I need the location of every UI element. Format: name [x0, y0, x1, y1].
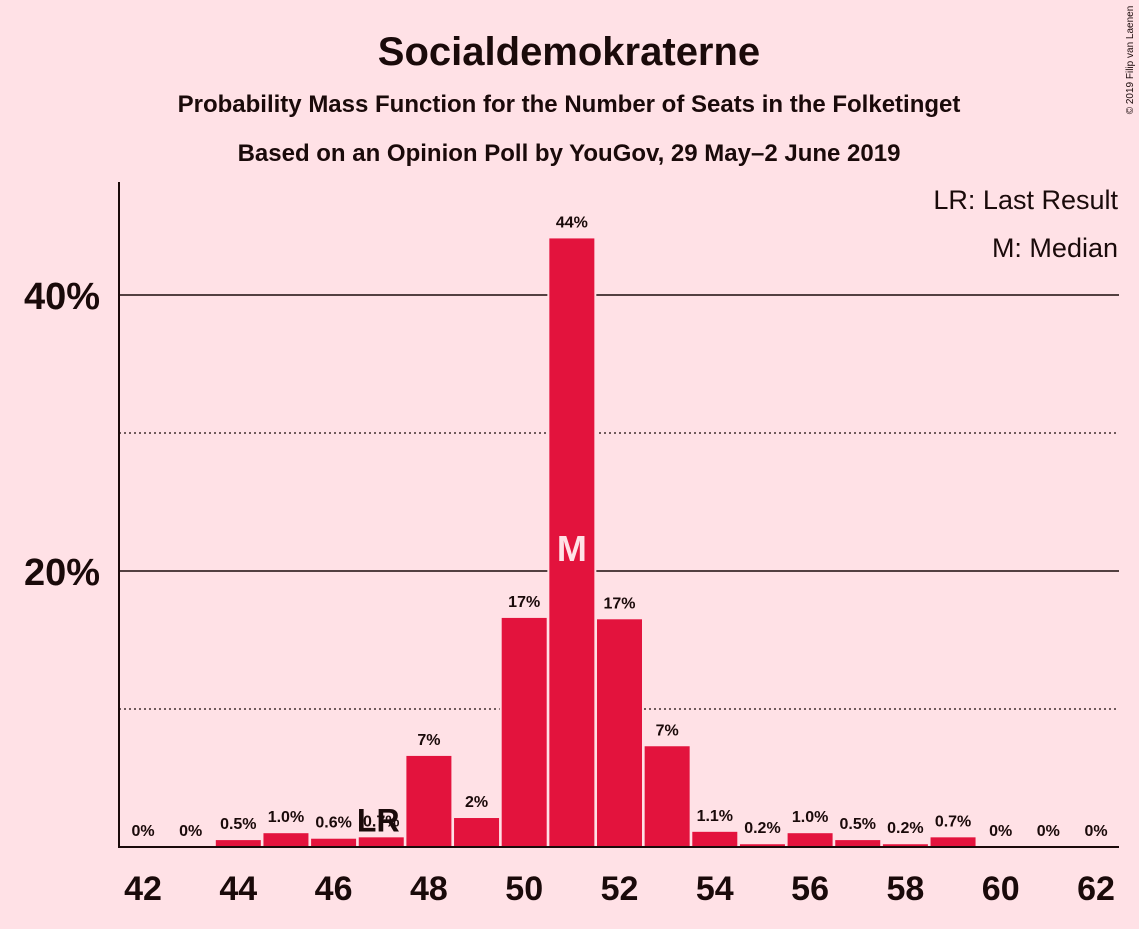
bar [549, 238, 595, 848]
bar [311, 838, 357, 847]
data-label: 7% [417, 732, 440, 749]
data-label: 0.6% [315, 815, 351, 832]
x-tick-label: 62 [1077, 870, 1115, 908]
data-label: 1.1% [697, 808, 733, 825]
bar [692, 831, 738, 847]
bar [644, 746, 690, 847]
bar [358, 837, 404, 847]
bar [882, 844, 928, 847]
x-tick-label: 44 [219, 870, 257, 908]
x-tick-label: 50 [505, 870, 543, 908]
x-tick-label: 46 [315, 870, 353, 908]
data-label: 7% [656, 722, 679, 739]
axes: 20% 40% 42 44 46 48 50 52 54 56 58 60 62 [24, 182, 1119, 908]
x-tick-label: 48 [410, 870, 448, 908]
data-label: 0% [1037, 823, 1060, 840]
x-tick-label: 56 [791, 870, 829, 908]
bar [597, 619, 642, 847]
data-label: 0% [989, 823, 1012, 840]
data-label: 0.5% [220, 816, 256, 833]
bar [787, 833, 833, 847]
median-marker: M [557, 528, 587, 569]
data-label: 0% [179, 823, 202, 840]
data-label: 0.7% [363, 813, 399, 830]
bar [406, 755, 452, 847]
chart-subtitle-2: Based on an Opinion Poll by YouGov, 29 M… [238, 140, 901, 167]
last-result-marker: LR [357, 802, 400, 838]
data-label: 0.7% [935, 813, 971, 830]
data-label: 17% [508, 594, 540, 611]
x-tick-label: 60 [982, 870, 1020, 908]
bars [213, 236, 978, 848]
x-tick-label: 52 [601, 870, 639, 908]
bar [454, 818, 500, 847]
data-label: 17% [603, 595, 635, 612]
chart-title: Socialdemokraterne [378, 30, 760, 74]
copyright-text: © 2019 Filip van Laenen [1125, 6, 1136, 115]
data-label: 44% [556, 214, 588, 231]
data-label: 1.0% [268, 809, 304, 826]
data-label: 0.2% [744, 820, 780, 837]
data-labels: 0% 0% 0.5% 1.0% 0.6% 0.7% 7% 2% 17% 44% 17% 7% 1.1% 0… [131, 214, 1107, 840]
bar [501, 617, 547, 847]
x-tick-label: 42 [124, 870, 162, 908]
legend-median: M: Median [992, 233, 1118, 263]
x-tick-label: 54 [696, 870, 734, 908]
bar [215, 840, 261, 847]
bar [835, 840, 881, 847]
data-label: 0% [131, 823, 154, 840]
bar [263, 833, 309, 847]
data-label: 0.5% [840, 816, 876, 833]
bar [739, 844, 785, 847]
legend-last-result: LR: Last Result [933, 185, 1118, 215]
data-label: 0.2% [887, 820, 923, 837]
data-label: 0% [1084, 823, 1107, 840]
y-tick-label: 20% [24, 552, 100, 594]
x-tick-label: 58 [886, 870, 924, 908]
data-label: 2% [465, 794, 488, 811]
bar [930, 837, 976, 847]
chart-subtitle-1: Probability Mass Function for the Number… [178, 91, 961, 118]
y-tick-label: 40% [24, 276, 100, 318]
data-label: 1.0% [792, 809, 828, 826]
